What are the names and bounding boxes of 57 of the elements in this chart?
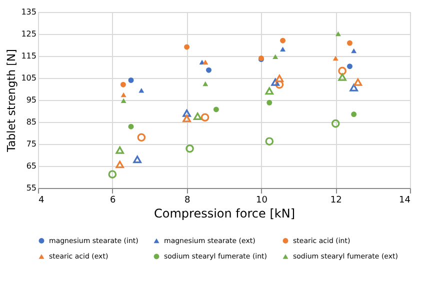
point xyxy=(346,40,352,46)
point xyxy=(265,87,274,95)
point xyxy=(351,48,357,54)
x-tick-label: 10 xyxy=(256,196,268,206)
x-tick-label: 8 xyxy=(184,196,190,206)
point xyxy=(335,31,341,36)
point xyxy=(120,92,126,98)
point xyxy=(138,88,144,93)
point xyxy=(206,67,212,73)
point xyxy=(116,146,124,154)
point xyxy=(182,114,191,122)
point xyxy=(266,100,272,106)
point xyxy=(128,124,134,130)
point xyxy=(331,119,340,128)
y-axis-title: Tablet strength [N] xyxy=(5,49,18,153)
point xyxy=(213,106,219,112)
point xyxy=(272,54,278,60)
point xyxy=(200,113,210,122)
point xyxy=(120,82,126,88)
point xyxy=(280,46,286,52)
y-tick-label: 105 xyxy=(21,74,36,82)
point xyxy=(120,98,126,104)
y-tick-label: 55 xyxy=(26,184,36,192)
point xyxy=(186,144,194,153)
x-tick-label: 14 xyxy=(399,196,411,206)
y-tick-label: 85 xyxy=(26,118,36,126)
point xyxy=(184,44,190,50)
point xyxy=(116,160,124,168)
point xyxy=(332,56,338,61)
point xyxy=(137,133,146,142)
point xyxy=(338,73,346,81)
point xyxy=(108,170,117,179)
point xyxy=(271,78,280,86)
y-tick-label: 135 xyxy=(21,8,36,16)
x-tick-label: 4 xyxy=(38,196,44,206)
point xyxy=(351,112,357,118)
y-tick-label: 115 xyxy=(21,52,36,60)
point xyxy=(338,66,346,76)
y-tick-label: 95 xyxy=(26,96,36,104)
point xyxy=(202,60,208,65)
point xyxy=(193,112,202,120)
y-tick-label: 125 xyxy=(21,30,36,38)
point xyxy=(280,38,286,44)
y-tick-label: 65 xyxy=(26,162,36,170)
x-axis-title: Compression force [kN] xyxy=(154,206,295,220)
point xyxy=(202,81,208,86)
point xyxy=(346,64,352,70)
point xyxy=(354,78,362,86)
x-tick-label: 6 xyxy=(110,196,116,206)
x-tick-label: 12 xyxy=(330,196,342,206)
point xyxy=(275,74,284,82)
point xyxy=(350,84,358,92)
point xyxy=(133,156,142,164)
y-tick-label: 75 xyxy=(26,140,36,148)
point xyxy=(265,137,274,146)
point xyxy=(182,109,191,117)
point xyxy=(128,77,134,83)
